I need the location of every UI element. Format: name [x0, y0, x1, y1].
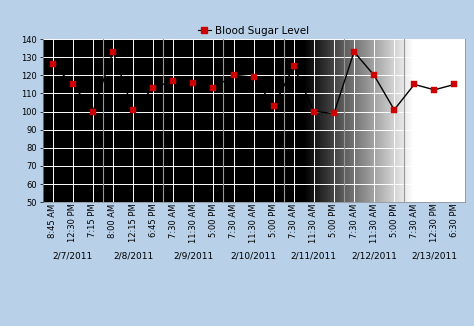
Text: 2/9/2011: 2/9/2011	[173, 251, 213, 260]
Text: 2/8/2011: 2/8/2011	[113, 251, 153, 260]
Text: 2/7/2011: 2/7/2011	[53, 251, 93, 260]
Text: 2/12/2011: 2/12/2011	[351, 251, 397, 260]
Text: 2/11/2011: 2/11/2011	[291, 251, 337, 260]
Text: 2/13/2011: 2/13/2011	[411, 251, 457, 260]
Text: 2/10/2011: 2/10/2011	[230, 251, 277, 260]
Legend: Blood Sugar Level: Blood Sugar Level	[194, 22, 313, 40]
